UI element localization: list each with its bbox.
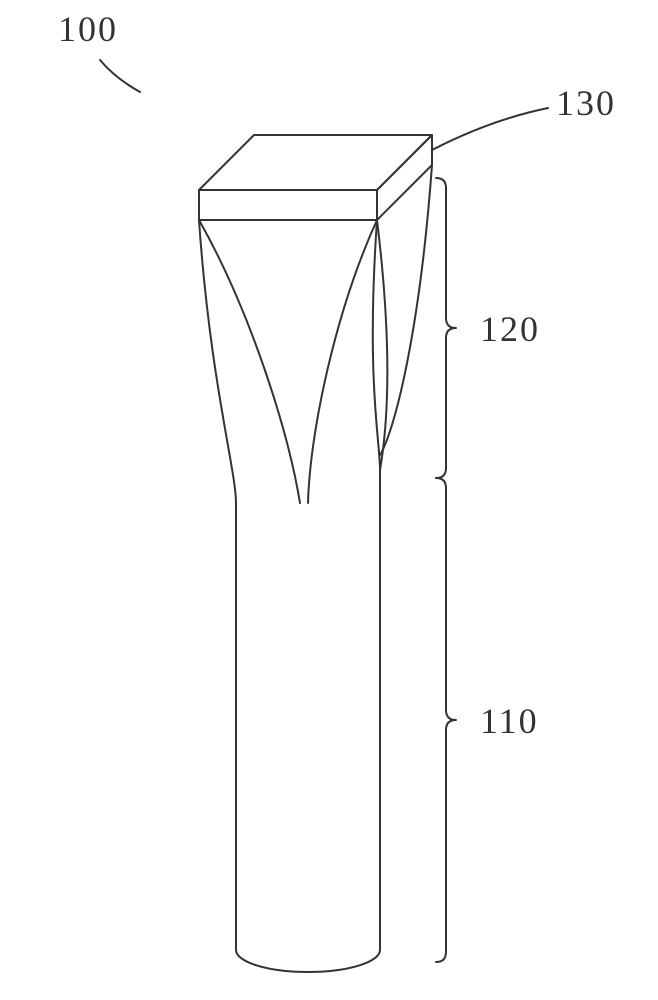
leader-100 (100, 60, 140, 92)
bracket-110-mid-in (446, 710, 456, 730)
taper-front-right (373, 220, 380, 470)
label-100: 100 (58, 8, 118, 50)
taper-front-left (199, 220, 236, 503)
cylinder-bottom (236, 950, 380, 972)
bracket-120-top (436, 178, 446, 188)
bracket-110-top (436, 478, 446, 488)
bracket-120-bottom (436, 468, 446, 478)
cap-side-face (377, 135, 432, 220)
bracket-120-mid-in (446, 318, 456, 338)
figure-drawing (0, 0, 658, 1000)
bracket-110-bottom (436, 952, 446, 962)
taper-right-v-front (377, 220, 387, 470)
leader-130 (432, 108, 548, 150)
label-120: 120 (480, 308, 540, 350)
cap-front-face (199, 190, 377, 220)
taper-front-v-right (308, 220, 377, 503)
label-130: 130 (556, 82, 616, 124)
cap-top-face (199, 135, 432, 190)
label-110: 110 (480, 700, 539, 742)
